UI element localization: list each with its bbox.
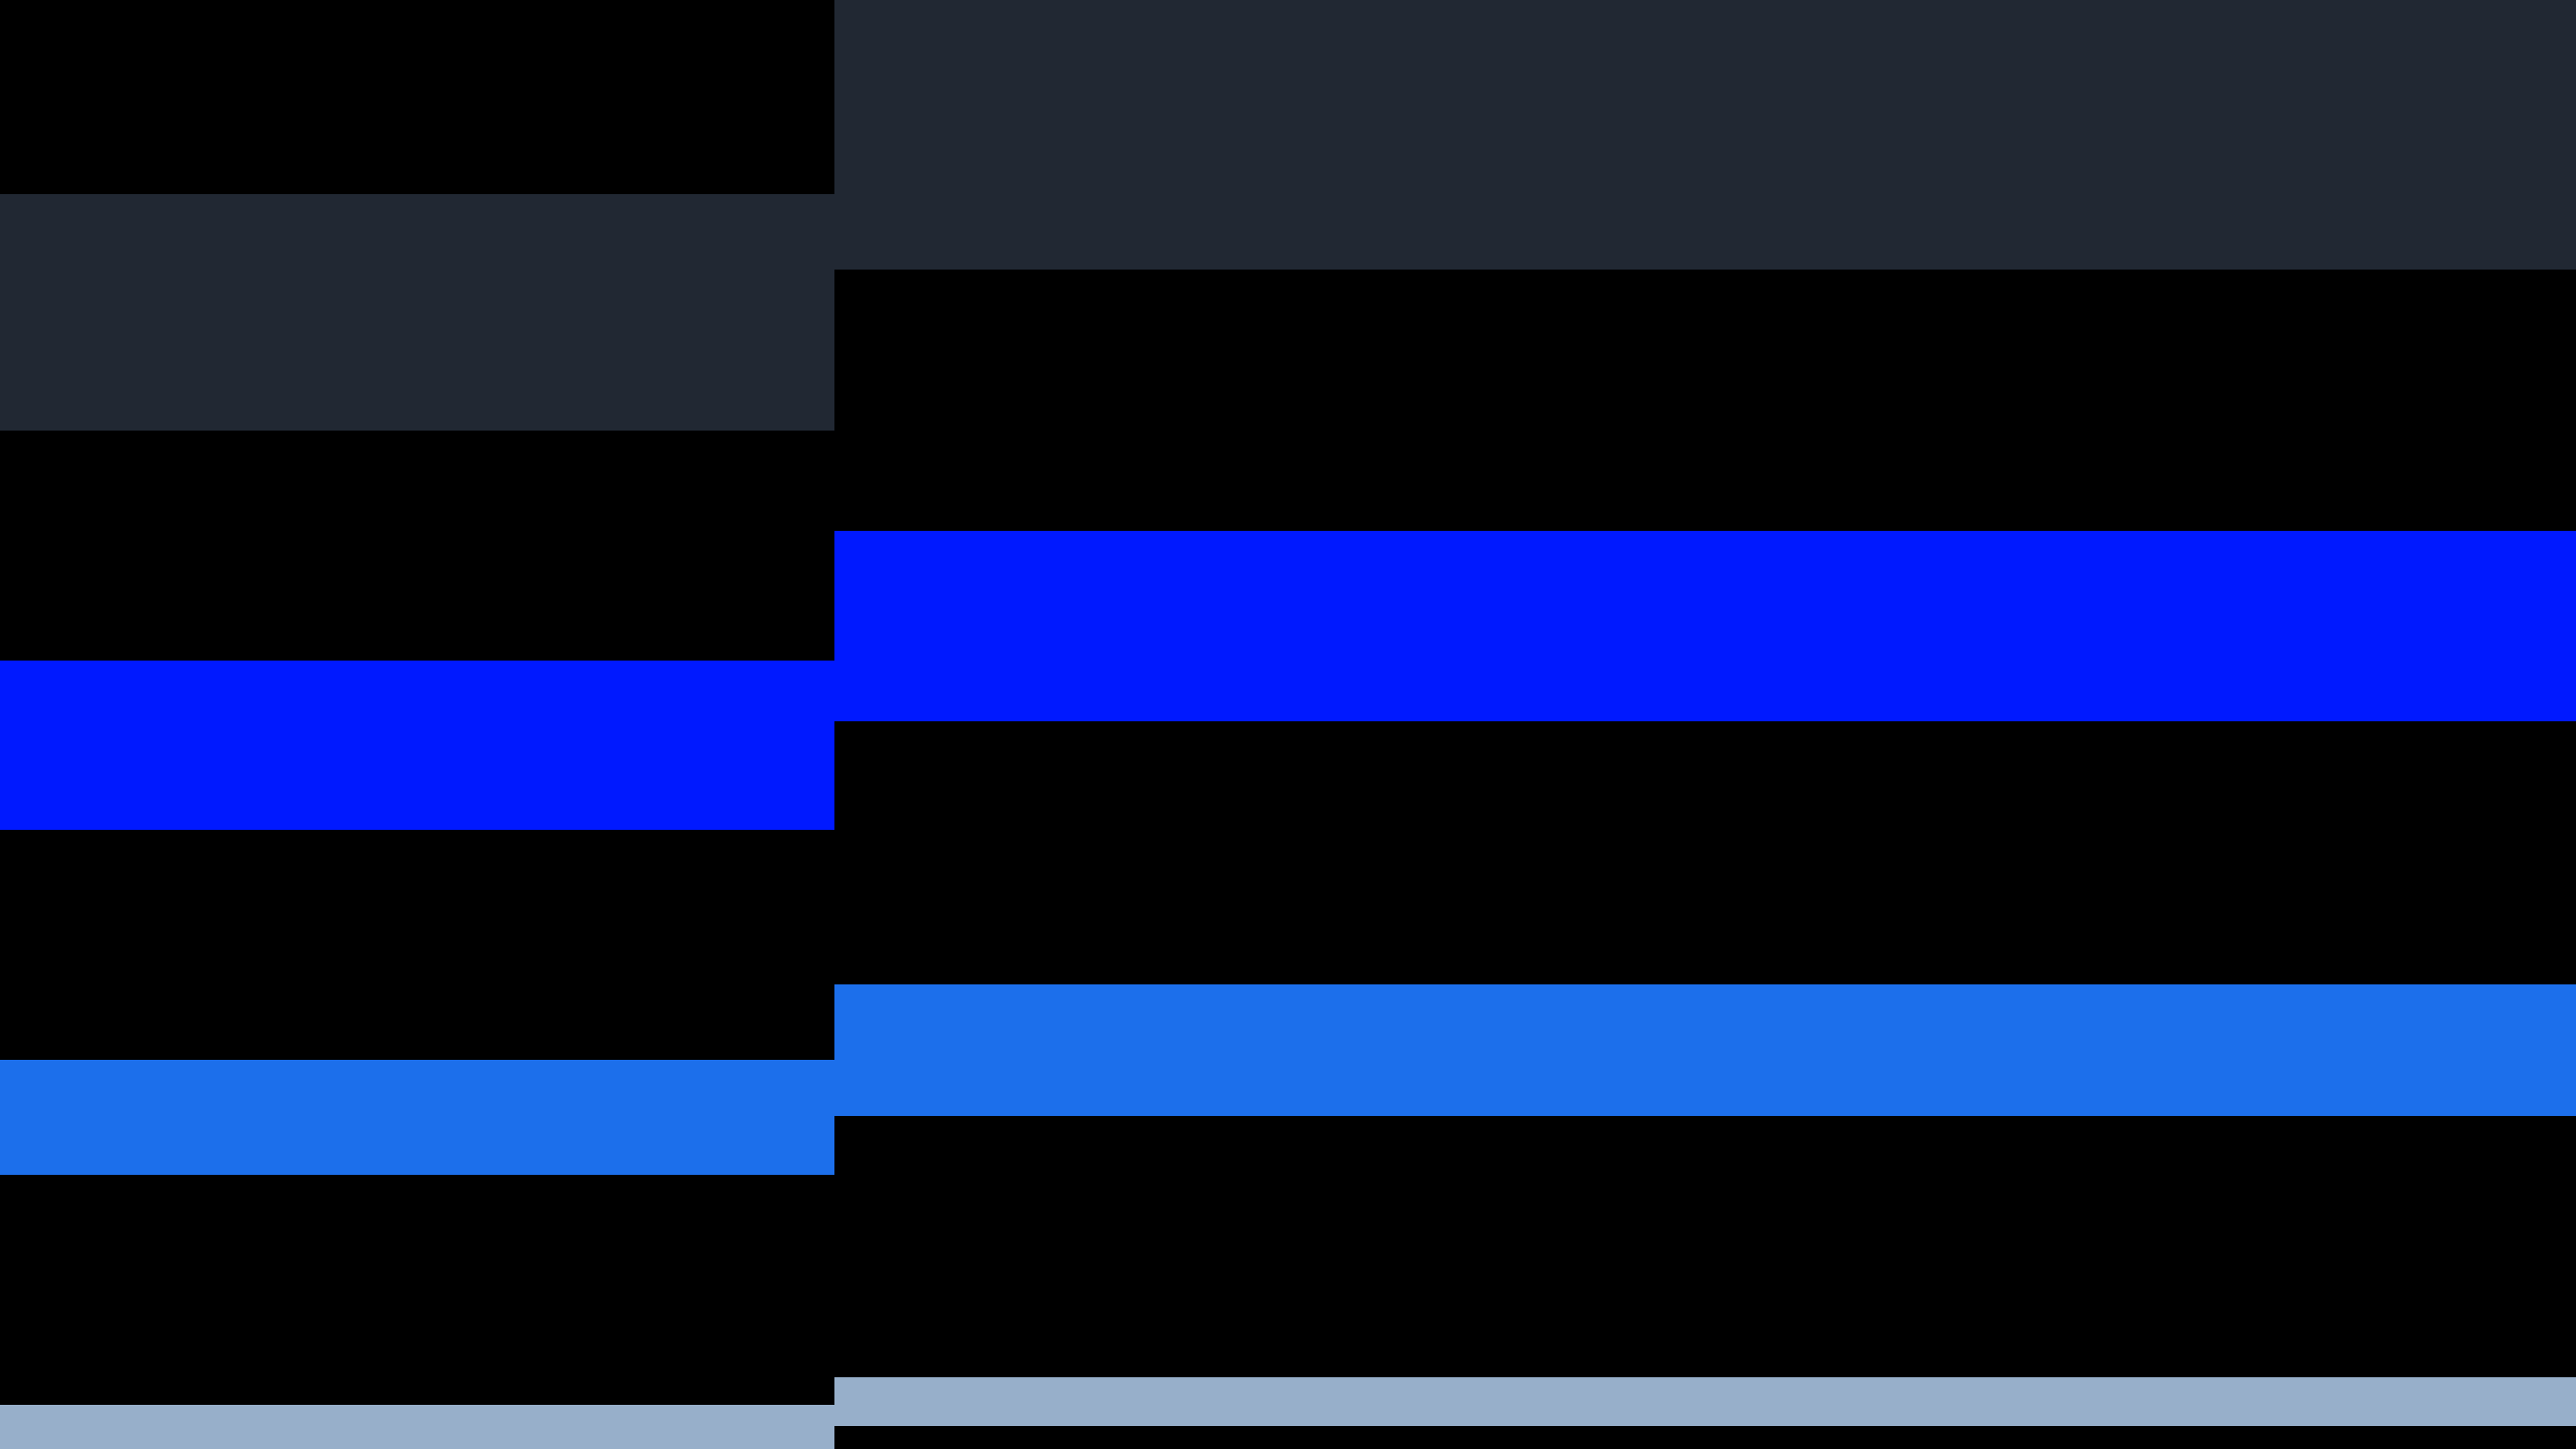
right-column xyxy=(834,0,2576,1449)
dark-slate-band xyxy=(0,194,834,431)
pale-blue-band xyxy=(0,1405,834,1449)
dark-slate-band xyxy=(834,0,2576,270)
blue-band xyxy=(834,531,2576,721)
blue-band xyxy=(0,661,834,830)
pale-blue-band xyxy=(834,1377,2576,1426)
left-column xyxy=(0,0,834,1449)
light-blue-band xyxy=(834,984,2576,1116)
light-blue-band xyxy=(0,1060,834,1175)
